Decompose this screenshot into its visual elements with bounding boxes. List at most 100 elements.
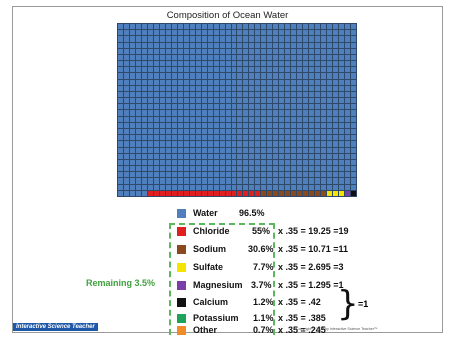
grid-cell	[153, 42, 159, 48]
grid-cell	[213, 79, 219, 85]
grid-cell	[249, 104, 255, 110]
grid-cell	[231, 129, 237, 135]
grid-cell	[231, 61, 237, 67]
grid-cell	[213, 48, 219, 54]
grid-cell	[339, 116, 345, 122]
grid-cell	[129, 147, 135, 153]
grid-cell	[321, 104, 327, 110]
grid-cell	[261, 91, 267, 98]
grid-cell	[189, 184, 195, 190]
grid-cell	[315, 73, 321, 79]
grid-cell	[309, 36, 315, 42]
grid-cell	[195, 61, 201, 67]
grid-cell	[249, 166, 255, 172]
grid-cell	[297, 30, 303, 36]
grid-cell	[339, 184, 345, 190]
grid-cell	[345, 73, 351, 79]
grid-cell	[171, 159, 177, 166]
grid-cell	[273, 91, 279, 98]
grid-cell	[165, 73, 171, 79]
grid-cell	[255, 153, 261, 159]
grid-cell	[249, 36, 255, 42]
grid-cell	[291, 116, 297, 122]
grid-cell	[201, 79, 207, 85]
grid-cell	[249, 85, 255, 91]
grid-cell	[129, 159, 135, 166]
grid-cell	[231, 147, 237, 153]
grid-cell	[309, 184, 315, 190]
grid-cell	[237, 159, 243, 166]
grid-cell	[261, 79, 267, 85]
grid-cell	[135, 135, 141, 141]
grid-cell	[291, 166, 297, 172]
grid-cell	[273, 159, 279, 166]
grid-cell	[177, 42, 183, 48]
grid-cell	[129, 141, 135, 147]
grid-cell	[237, 79, 243, 85]
grid-cell	[243, 153, 249, 159]
grid-cell	[261, 122, 267, 129]
grid-cell	[261, 178, 267, 184]
grid-cell	[195, 79, 201, 85]
grid-cell	[279, 42, 285, 48]
grid-cell	[171, 24, 177, 30]
grid-cell	[183, 104, 189, 110]
grid-cell	[327, 91, 333, 98]
grid-cell	[333, 36, 339, 42]
grid-cell	[279, 159, 285, 166]
grid-cell	[123, 67, 129, 73]
legend-potassium-pct: 1.1%	[253, 313, 274, 323]
grid-cell	[267, 54, 273, 61]
grid-cell	[273, 30, 279, 36]
legend-chloride-calc: x .35 = 19.25 =19	[278, 226, 349, 236]
grid-cell	[243, 110, 249, 116]
grid-cell	[231, 36, 237, 42]
grid-cell	[255, 79, 261, 85]
grid-cell	[123, 122, 129, 129]
grid-cell	[243, 178, 249, 184]
grid-cell	[333, 73, 339, 79]
grid-cell	[243, 85, 249, 91]
magnesium-swatch	[177, 281, 186, 290]
grid-cell	[153, 116, 159, 122]
grid-cell	[207, 178, 213, 184]
grid-cell	[333, 122, 339, 129]
grid-cell	[333, 48, 339, 54]
grid-cell	[159, 184, 165, 190]
grid-cell	[123, 135, 129, 141]
grid-cell	[153, 147, 159, 153]
grid-cell	[165, 36, 171, 42]
grid-cell	[201, 98, 207, 104]
grid-cell	[291, 153, 297, 159]
grid-cell	[153, 91, 159, 98]
grid-cell	[153, 122, 159, 129]
grid-cell	[165, 147, 171, 153]
legend-other-pct: 0.7%	[253, 325, 274, 335]
grid-cell	[165, 172, 171, 178]
grid-cell	[183, 184, 189, 190]
grid-cell	[297, 24, 303, 30]
grid-cell	[118, 104, 123, 110]
grid-cell	[327, 122, 333, 129]
grid-cell	[315, 147, 321, 153]
grid-cell	[177, 184, 183, 190]
grid-cell	[183, 67, 189, 73]
grid-cell	[147, 30, 153, 36]
grid-cell	[255, 61, 261, 67]
grid-cell	[118, 54, 123, 61]
grid-cell	[201, 166, 207, 172]
grid-cell	[333, 172, 339, 178]
grid-cell	[207, 135, 213, 141]
grid-cell	[219, 104, 225, 110]
grid-cell	[303, 141, 309, 147]
grid-cell	[219, 98, 225, 104]
grid-cell	[261, 172, 267, 178]
grid-cell	[285, 159, 291, 166]
legend-calcium-calc: x .35 = .42	[278, 297, 321, 307]
grid-cell	[345, 54, 351, 61]
grid-cell	[118, 122, 123, 129]
grid-cell	[165, 85, 171, 91]
grid-cell	[147, 61, 153, 67]
grid-cell	[189, 116, 195, 122]
grid-cell	[285, 110, 291, 116]
